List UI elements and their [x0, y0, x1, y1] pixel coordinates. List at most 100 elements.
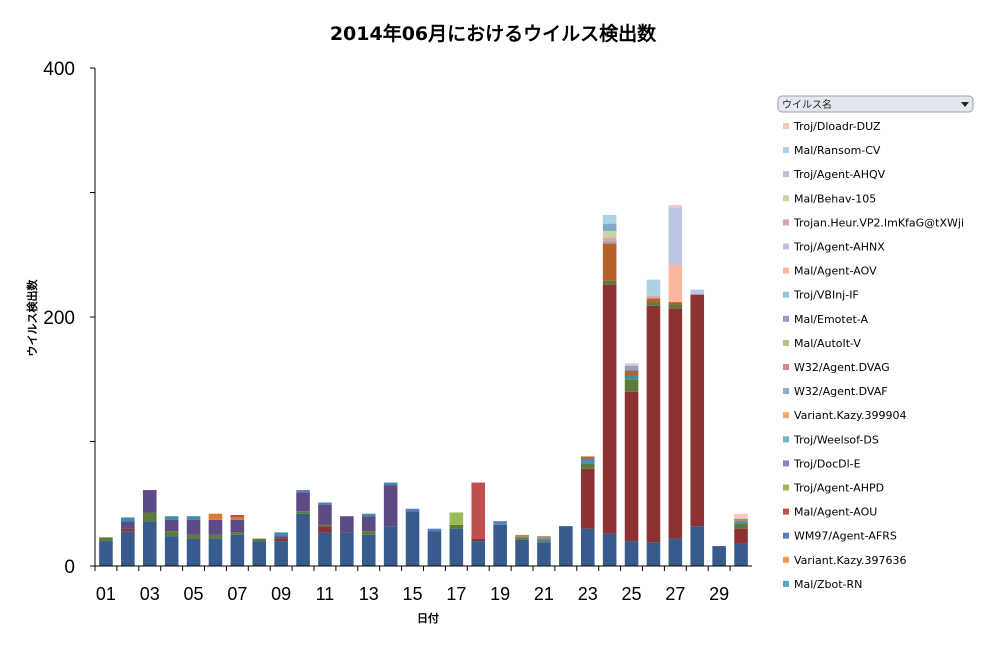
legend-entry: Troj/DocDl-E — [793, 457, 861, 470]
bar-segment-day-28-s0 — [690, 526, 705, 566]
bar-segment-day-07-s2 — [230, 532, 245, 535]
bar-segment-day-27-s17 — [668, 204, 683, 208]
bar-segment-day-17-s2 — [449, 524, 464, 529]
bar-segment-day-04-s3 — [164, 519, 179, 532]
legend-entry: Mal/Agent-AOV — [794, 265, 877, 278]
bar-segment-day-27-s2 — [668, 304, 683, 309]
bar-segment-day-03-s3 — [142, 490, 157, 513]
bar-segment-day-23-s1 — [580, 468, 595, 529]
plot-area — [99, 204, 748, 567]
legend-swatch — [783, 412, 789, 419]
bar-segment-day-24-s1 — [602, 284, 617, 534]
x-axis-label: 日付 — [417, 611, 439, 625]
bar-segment-day-30-s1 — [734, 528, 748, 544]
bar-segment-day-06-s2 — [208, 534, 223, 539]
x-tick-label: 15 — [403, 584, 423, 604]
bar-segment-day-16-s6 — [427, 528, 442, 532]
bar-segment-day-09-s0 — [274, 541, 288, 566]
bar-segment-day-19-s6 — [493, 521, 507, 525]
x-tick-label: 11 — [316, 584, 335, 604]
bar-segment-day-25-s0 — [624, 541, 639, 566]
bar-segment-day-24-s0 — [602, 533, 617, 566]
bar-segment-day-17-s0 — [449, 528, 464, 566]
bar-segment-day-13-s0 — [361, 534, 376, 567]
x-tick-label: 03 — [140, 584, 160, 604]
bar-segment-day-21-s9 — [537, 536, 551, 539]
legend-entry: Troj/Agent-AHQV — [793, 168, 886, 181]
x-tick-label: 29 — [709, 584, 729, 604]
bar-segment-day-15-s6 — [405, 508, 420, 512]
bar-segment-day-30-s17 — [734, 513, 748, 519]
bar-segment-day-11-s1 — [318, 526, 332, 533]
legend-entry: Mal/Ransom-CV — [794, 144, 881, 157]
legend-swatch — [783, 556, 789, 563]
bar-segment-day-21-s0 — [537, 542, 551, 566]
x-tick-label: 19 — [490, 584, 510, 604]
bar-segment-day-24-s13 — [602, 231, 617, 238]
bar-segment-day-07-s5 — [230, 517, 245, 520]
legend: Troj/Dloadr-DUZ Mal/Ransom-CV Troj/Agent-A… — [783, 120, 964, 591]
bar-segment-day-13-s4 — [361, 513, 376, 517]
bar-segment-day-25-s4 — [624, 375, 639, 380]
bar-segment-day-30-s0 — [734, 543, 748, 566]
bar-segment-day-05-s0 — [186, 538, 201, 566]
x-tick-label: 23 — [578, 584, 598, 604]
bar-segment-day-17-s8 — [449, 512, 464, 525]
bar-segment-day-09-s1 — [274, 538, 288, 542]
bar-segment-day-28-s16 — [690, 289, 705, 295]
bar-segment-day-03-s2 — [142, 512, 157, 522]
bar-segment-day-18-s0 — [471, 541, 486, 566]
bar-segment-day-24-s2 — [602, 280, 617, 285]
legend-entry: Mal/Zbot-RN — [794, 578, 862, 591]
legend-entry: Troj/VBInj-IF — [793, 289, 859, 302]
bar-segment-day-26-s10 — [646, 298, 661, 303]
bar-segment-day-24-s12 — [602, 237, 617, 242]
bar-segment-day-05-s2 — [186, 534, 201, 539]
bar-segment-day-14-s0 — [383, 526, 398, 566]
bar-segment-day-25-s2 — [624, 379, 639, 392]
legend-entry: Trojan.Heur.VP2.lmKfaG@tXWji — [793, 216, 964, 229]
x-tick-label: 27 — [665, 584, 685, 604]
bar-segment-day-23-s2 — [580, 463, 595, 469]
legend-header: ウイルス名 — [782, 98, 832, 111]
x-tick-label: 21 — [534, 584, 554, 604]
legend-swatch — [783, 171, 789, 178]
bar-segment-day-26-s0 — [646, 542, 661, 566]
bar-segment-day-11-s2 — [318, 524, 332, 527]
legend-entry: Mal/Behav-105 — [794, 192, 876, 205]
x-tick-label: 01 — [96, 584, 116, 604]
bar-segment-day-22-s0 — [559, 526, 573, 566]
bar-segment-day-06-s0 — [208, 538, 223, 566]
bar-segment-day-11-s0 — [318, 532, 332, 566]
bar-segment-day-14-s4 — [383, 482, 398, 486]
y-tick-label: 400 — [43, 59, 75, 80]
legend-entry: Troj/Weelsof-DS — [793, 433, 879, 446]
bar-segment-day-24-s10 — [602, 243, 617, 281]
x-tick-label: 05 — [184, 584, 204, 604]
bar-segment-day-12-s0 — [340, 532, 354, 566]
bar-segment-day-23-s0 — [580, 528, 595, 566]
legend-filter-dropdown[interactable]: ウイルス名 — [777, 95, 974, 113]
bar-segment-day-18-s7 — [471, 482, 486, 539]
x-ticks: 01 03 05 07 09 11 13 15 17 19 21 23 25 27 29 — [94, 566, 731, 604]
bar-segment-day-07-s7 — [230, 514, 245, 518]
bar-segment-day-02-s3 — [121, 521, 135, 529]
bar-segment-day-23-s4 — [580, 461, 595, 464]
x-tick-label: 07 — [227, 584, 247, 604]
bar-segment-day-16-s0 — [427, 531, 442, 566]
y-tick-label: 0 — [64, 557, 75, 578]
legend-swatch — [783, 219, 789, 226]
legend-entry: Mal/AutoIt-V — [794, 337, 861, 350]
bar-segment-day-13-s2 — [361, 531, 376, 535]
legend-entry: Troj/Agent-AHPD — [793, 482, 884, 495]
bar-segment-day-25-s14 — [624, 365, 639, 371]
bar-segment-day-24-s14 — [602, 223, 617, 232]
bar-segment-day-09-s4 — [274, 532, 288, 537]
legend-entry: Mal/Emotet-A — [794, 313, 869, 326]
y-axis-label: ウイルス検出数 — [25, 279, 39, 357]
legend-swatch — [783, 436, 789, 443]
y-tick-label: 200 — [43, 308, 75, 329]
legend-entry: W32/Agent.DVAF — [794, 385, 888, 398]
bar-segment-day-18-s1 — [471, 538, 486, 542]
x-tick-label: 09 — [271, 584, 291, 604]
